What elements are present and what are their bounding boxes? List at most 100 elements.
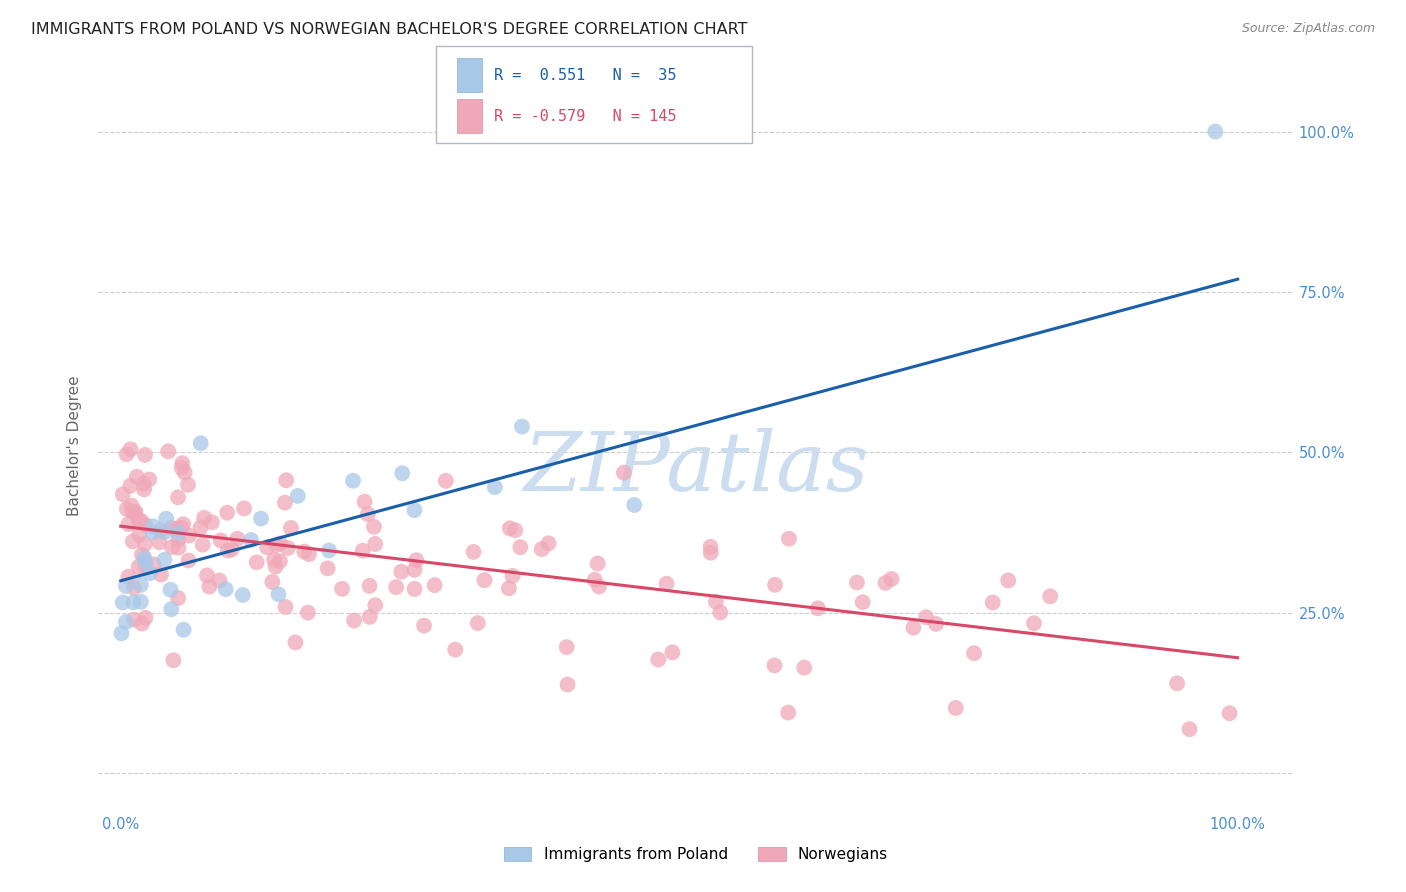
- Point: [232, 588, 254, 602]
- Point: [357, 507, 380, 521]
- Point: [160, 602, 183, 616]
- Point: [298, 547, 321, 561]
- Point: [274, 599, 297, 614]
- Text: IMMIGRANTS FROM POLAND VS NORWEGIAN BACHELOR'S DEGREE CORRELATION CHART: IMMIGRANTS FROM POLAND VS NORWEGIAN BACH…: [31, 22, 748, 37]
- Point: [177, 477, 200, 491]
- Point: [190, 520, 212, 534]
- Point: [499, 521, 522, 535]
- Point: [763, 658, 786, 673]
- Point: [128, 528, 150, 542]
- Point: [537, 536, 560, 550]
- Point: [160, 540, 183, 554]
- Point: [484, 480, 506, 494]
- Point: [142, 558, 165, 572]
- Point: [160, 521, 183, 535]
- Point: [269, 554, 291, 568]
- Point: [129, 514, 152, 528]
- Point: [502, 569, 524, 583]
- Point: [110, 626, 132, 640]
- Point: [215, 582, 238, 596]
- Point: [111, 595, 134, 609]
- Point: [134, 611, 156, 625]
- Point: [583, 573, 606, 587]
- Point: [262, 574, 284, 589]
- Point: [276, 473, 298, 487]
- Point: [404, 503, 426, 517]
- Point: [124, 506, 146, 520]
- Point: [115, 502, 138, 516]
- Point: [233, 501, 256, 516]
- Point: [613, 466, 636, 480]
- Point: [195, 568, 218, 582]
- Point: [120, 479, 142, 493]
- Point: [129, 595, 152, 609]
- Point: [880, 572, 903, 586]
- Point: [704, 595, 727, 609]
- Point: [179, 528, 201, 542]
- Point: [149, 524, 172, 538]
- Point: [129, 578, 152, 592]
- Point: [875, 575, 897, 590]
- Point: [111, 487, 134, 501]
- Point: [925, 616, 948, 631]
- Point: [209, 533, 232, 548]
- Point: [274, 496, 297, 510]
- Point: [391, 467, 413, 481]
- Text: R = -0.579   N = 145: R = -0.579 N = 145: [494, 109, 676, 124]
- Point: [474, 573, 496, 587]
- Point: [132, 476, 155, 491]
- Point: [588, 580, 610, 594]
- Point: [128, 559, 150, 574]
- Point: [503, 523, 526, 537]
- Point: [131, 548, 153, 562]
- Point: [444, 642, 467, 657]
- Point: [997, 574, 1019, 588]
- Point: [1178, 722, 1201, 736]
- Point: [498, 582, 520, 596]
- Point: [709, 606, 731, 620]
- Point: [128, 514, 150, 528]
- Point: [363, 520, 385, 534]
- Point: [134, 558, 156, 573]
- Point: [700, 546, 723, 560]
- Point: [352, 543, 374, 558]
- Point: [167, 533, 190, 547]
- Point: [115, 615, 138, 629]
- Point: [159, 582, 181, 597]
- Point: [226, 532, 249, 546]
- Point: [509, 540, 531, 554]
- Point: [297, 606, 319, 620]
- Point: [193, 511, 215, 525]
- Point: [131, 616, 153, 631]
- Y-axis label: Bachelor's Degree: Bachelor's Degree: [67, 376, 83, 516]
- Point: [124, 505, 146, 519]
- Point: [292, 544, 315, 558]
- Point: [198, 580, 221, 594]
- Point: [134, 448, 156, 462]
- Point: [166, 522, 188, 536]
- Point: [359, 579, 381, 593]
- Point: [115, 579, 138, 593]
- Point: [263, 553, 285, 567]
- Point: [138, 472, 160, 486]
- Point: [655, 576, 678, 591]
- Point: [162, 653, 184, 667]
- Point: [267, 587, 290, 601]
- Point: [778, 706, 800, 720]
- Point: [385, 580, 408, 594]
- Point: [389, 565, 412, 579]
- Point: [190, 436, 212, 450]
- Point: [778, 532, 800, 546]
- Point: [280, 521, 302, 535]
- Point: [661, 645, 683, 659]
- Point: [364, 537, 387, 551]
- Text: ZIPatlas: ZIPatlas: [523, 428, 869, 508]
- Point: [318, 543, 340, 558]
- Point: [945, 701, 967, 715]
- Point: [353, 494, 375, 508]
- Point: [981, 595, 1004, 609]
- Point: [330, 582, 353, 596]
- Point: [172, 456, 194, 470]
- Point: [139, 566, 162, 581]
- Point: [173, 466, 195, 480]
